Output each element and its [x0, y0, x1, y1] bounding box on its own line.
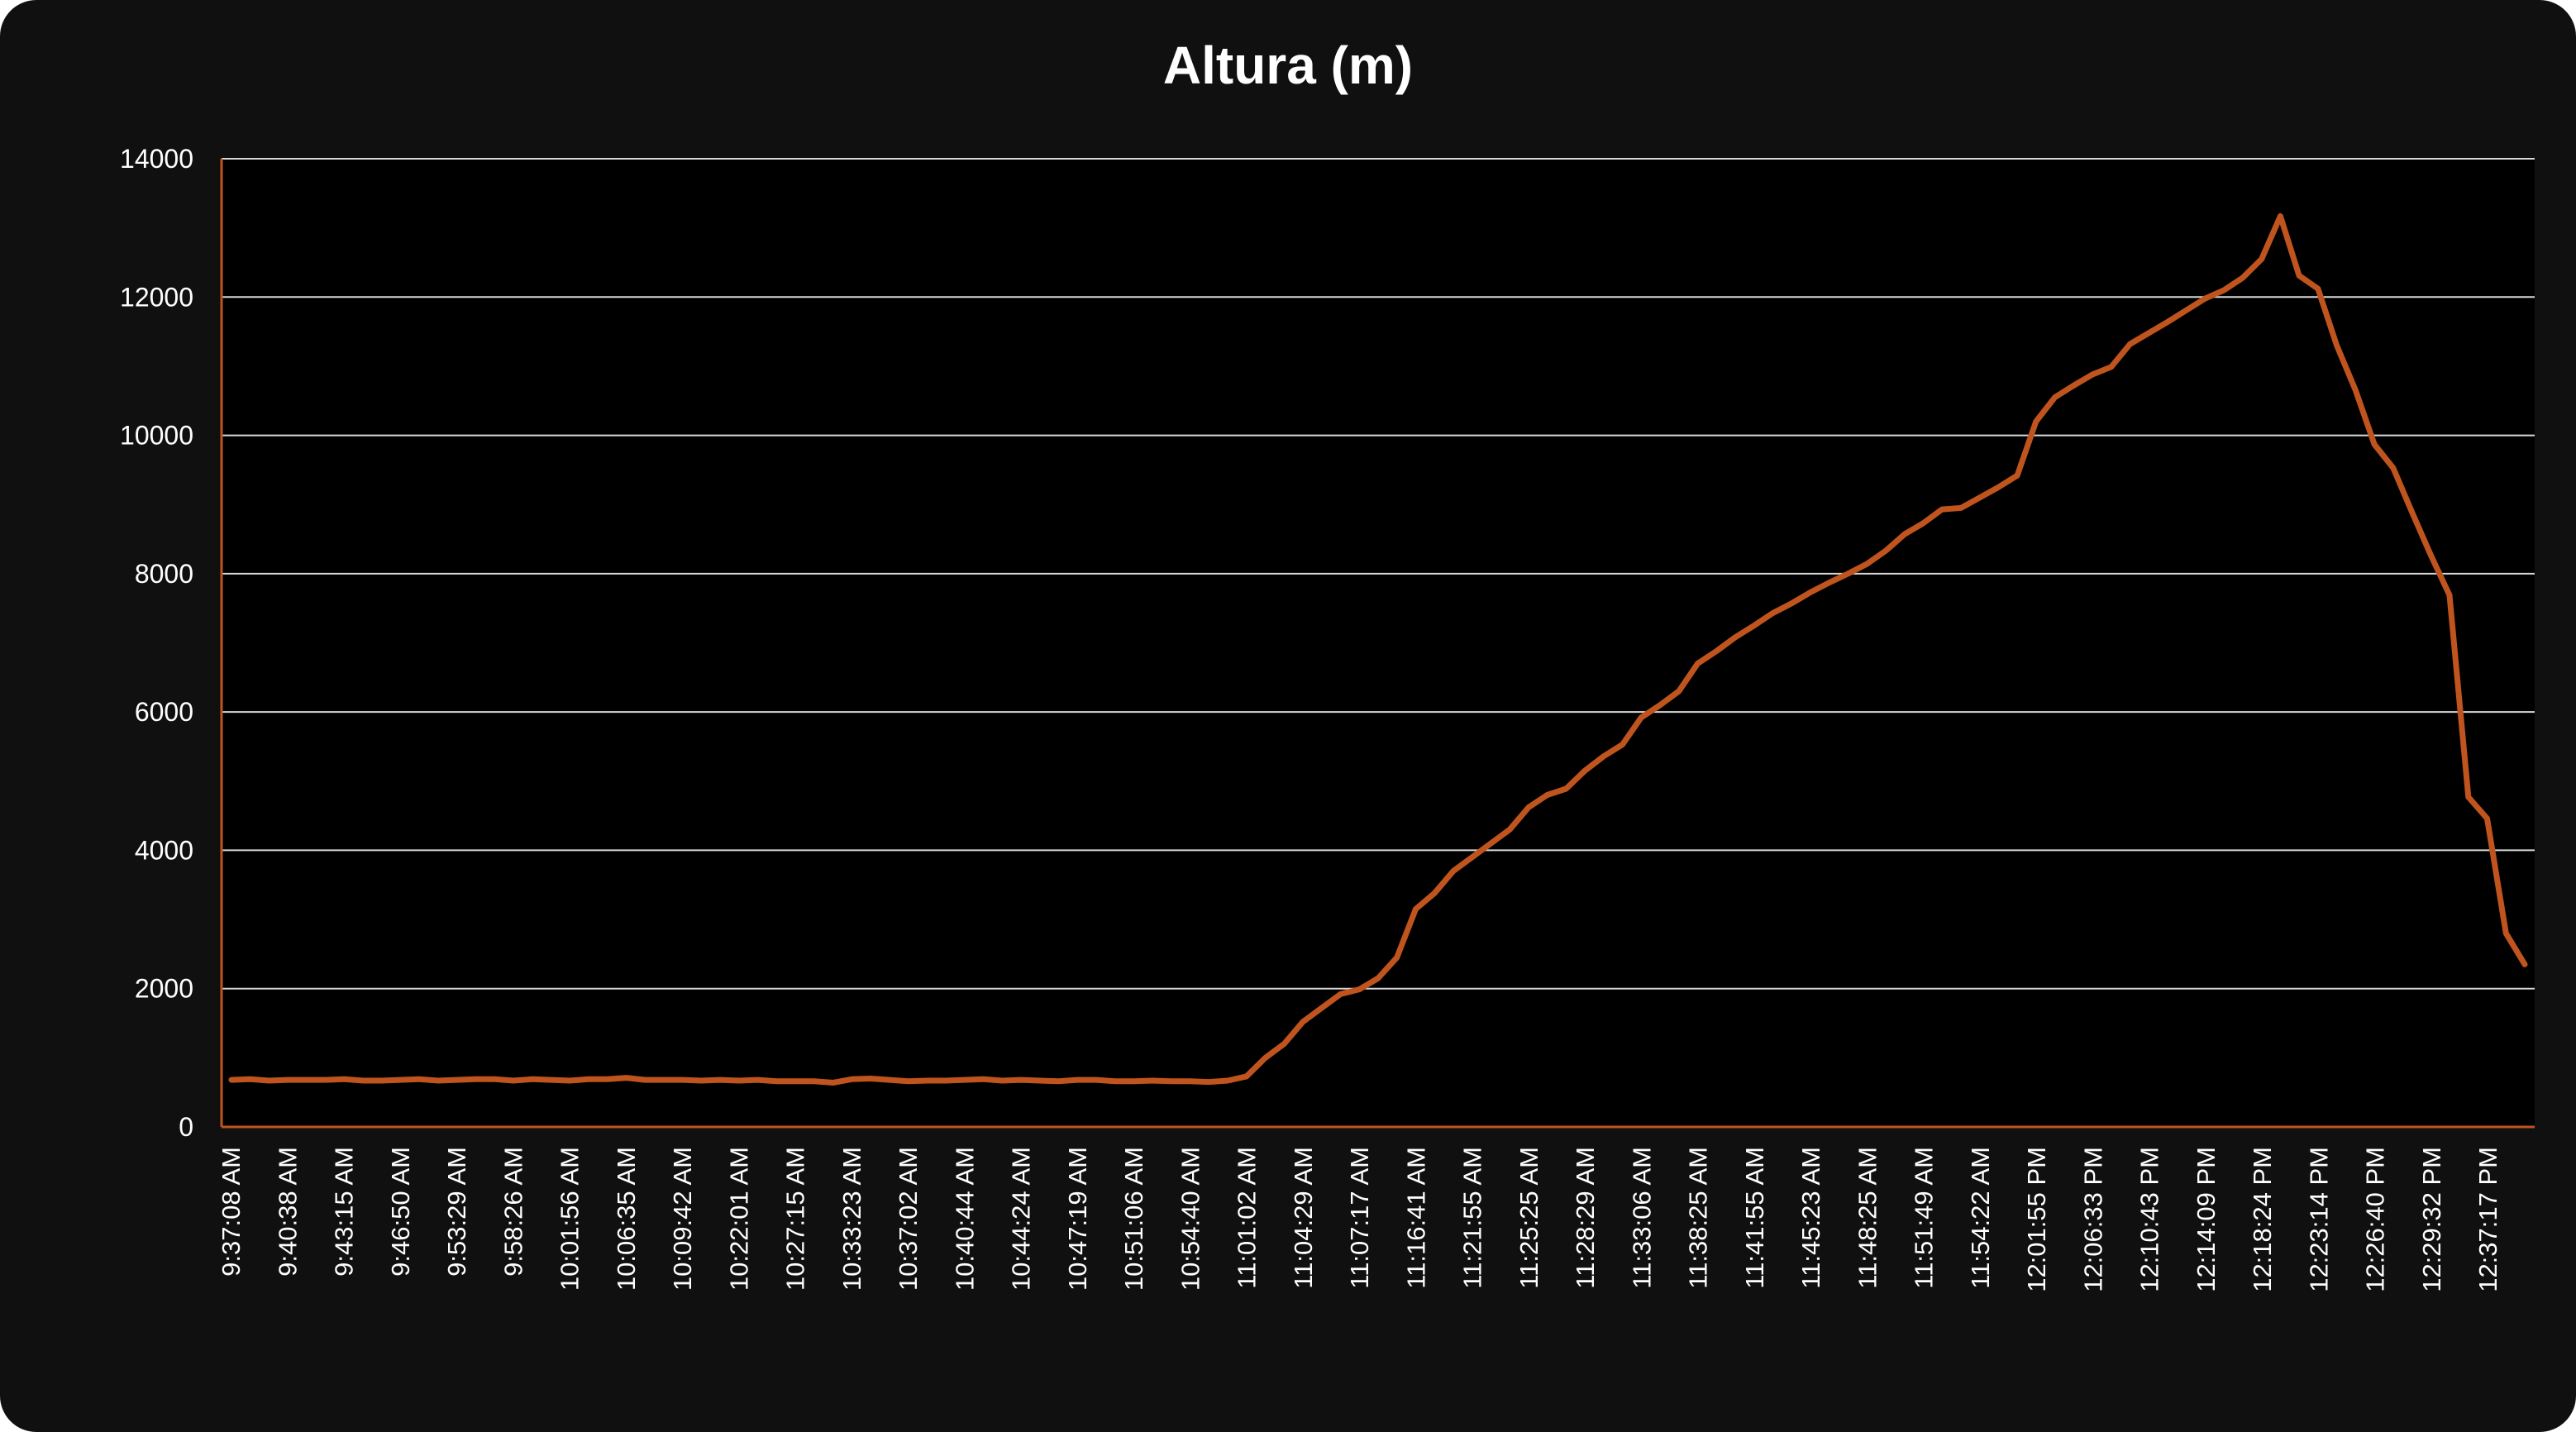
- x-tick-label: 11:51:49 AM: [1910, 1147, 1939, 1289]
- x-tick-label: 11:45:23 AM: [1796, 1147, 1825, 1289]
- y-tick-label: 8000: [135, 559, 193, 589]
- x-tick-label: 10:33:23 AM: [837, 1147, 866, 1291]
- x-tick-label: 11:21:55 AM: [1458, 1147, 1487, 1289]
- x-tick-label: 10:27:15 AM: [781, 1147, 810, 1291]
- y-tick-label: 0: [179, 1112, 193, 1142]
- x-tick-label: 12:01:55 PM: [2022, 1147, 2051, 1292]
- plot-area: [222, 159, 2535, 1127]
- x-tick-label: 12:37:17 PM: [2473, 1147, 2502, 1292]
- x-tick-label: 10:54:40 AM: [1176, 1147, 1205, 1291]
- x-tick-label: 11:48:25 AM: [1853, 1147, 1882, 1289]
- x-tick-label: 9:58:26 AM: [499, 1147, 527, 1277]
- x-tick-label: 10:51:06 AM: [1119, 1147, 1148, 1291]
- y-tick-label: 12000: [120, 282, 193, 312]
- x-tick-label: 11:41:55 AM: [1740, 1147, 1769, 1289]
- x-tick-label: 10:44:24 AM: [1007, 1147, 1036, 1291]
- x-tick-label: 12:23:14 PM: [2304, 1147, 2333, 1292]
- x-tick-label: 11:33:06 AM: [1627, 1147, 1656, 1289]
- x-tick-label: 10:37:02 AM: [894, 1147, 923, 1291]
- x-tick-label: 10:22:01 AM: [724, 1147, 753, 1291]
- series-line: [228, 212, 2528, 1086]
- x-tick-label: 10:40:44 AM: [950, 1147, 979, 1291]
- x-tick-label: 9:46:50 AM: [386, 1147, 415, 1277]
- x-tick-label: 11:38:25 AM: [1684, 1147, 1713, 1289]
- x-tick-label: 10:09:42 AM: [668, 1147, 697, 1291]
- x-tick-label: 12:26:40 PM: [2361, 1147, 2390, 1292]
- x-tick-label: 11:01:02 AM: [1233, 1147, 1262, 1289]
- x-tick-label: 10:01:56 AM: [556, 1147, 584, 1291]
- y-tick-label: 4000: [135, 835, 193, 865]
- x-tick-label: 12:06:33 PM: [2078, 1147, 2107, 1292]
- x-tick-label: 11:16:41 AM: [1401, 1147, 1430, 1289]
- y-tick-label: 10000: [120, 421, 193, 451]
- x-tick-label: 9:40:38 AM: [273, 1147, 302, 1277]
- x-tick-label: 12:14:09 PM: [2192, 1147, 2221, 1292]
- y-tick-label: 6000: [135, 697, 193, 727]
- y-tick-label: 14000: [120, 144, 193, 174]
- x-tick-label: 9:53:29 AM: [442, 1147, 471, 1277]
- y-tick-label: 2000: [135, 974, 193, 1004]
- x-tick-label: 11:25:25 AM: [1515, 1147, 1543, 1289]
- x-tick-label: 11:28:29 AM: [1571, 1147, 1600, 1289]
- x-tick-label: 12:29:32 PM: [2417, 1147, 2446, 1292]
- x-tick-label: 10:47:19 AM: [1063, 1147, 1092, 1291]
- x-tick-label: 12:18:24 PM: [2248, 1147, 2277, 1292]
- x-tick-label: 11:54:22 AM: [1966, 1147, 1995, 1289]
- x-tick-label: 10:06:35 AM: [612, 1147, 641, 1291]
- chart-title: Altura (m): [1162, 36, 1414, 95]
- x-tick-label: 9:37:08 AM: [217, 1147, 246, 1277]
- x-tick-label: 12:10:43 PM: [2135, 1147, 2164, 1292]
- x-tick-label: 11:07:17 AM: [1345, 1147, 1374, 1289]
- x-tick-label: 9:43:15 AM: [330, 1147, 359, 1277]
- x-tick-label: 11:04:29 AM: [1289, 1147, 1318, 1289]
